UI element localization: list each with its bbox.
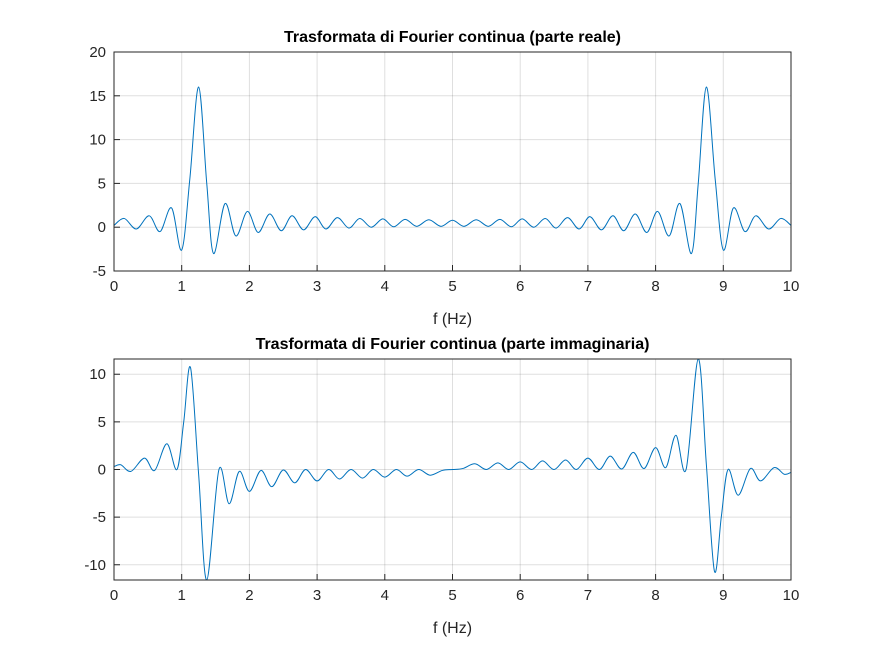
x-tick-label: 6 [516,278,524,295]
x-tick-label: 9 [719,278,727,295]
axes-box [113,358,792,581]
x-tick-label: 1 [178,278,186,295]
y-tick-label: -10 [84,557,106,574]
x-tick-label: 4 [381,587,389,604]
axes-background [114,52,791,271]
x-tick-label: 5 [448,587,456,604]
x-tick-label: 10 [783,587,800,604]
y-tick-label: 10 [89,132,106,149]
x-tick-label: 5 [448,278,456,295]
data-line [114,359,791,580]
data-line [114,86,791,254]
x-tick-label: 7 [584,587,592,604]
y-tick-label: 0 [98,219,106,236]
x-axis-label: f (Hz) [433,311,472,328]
axes-box [113,51,792,272]
y-tick-label: -5 [93,509,106,526]
x-tick-label: 2 [245,278,253,295]
y-tick-label: -5 [93,263,106,280]
x-axis-label: f (Hz) [433,620,472,637]
x-tick-label: 2 [245,587,253,604]
chart-title: Trasformata di Fourier continua (parte r… [284,29,621,46]
x-tick-label: 9 [719,587,727,604]
x-tick-label: 8 [651,587,659,604]
x-tick-label: 10 [783,278,800,295]
x-tick-label: 0 [110,278,118,295]
x-tick-label: 1 [178,587,186,604]
x-tick-label: 3 [313,278,321,295]
x-tick-label: 8 [651,278,659,295]
x-tick-label: 0 [110,587,118,604]
x-tick-label: 7 [584,278,592,295]
chart-title: Trasformata di Fourier continua (parte i… [256,336,650,353]
x-tick-label: 4 [381,278,389,295]
y-tick-label: 5 [98,175,106,192]
y-tick-label: 0 [98,462,106,479]
y-tick-label: 15 [89,88,106,105]
y-tick-label: 5 [98,414,106,431]
y-tick-label: 20 [89,44,106,61]
x-tick-label: 6 [516,587,524,604]
y-tick-label: 10 [89,366,106,383]
x-tick-label: 3 [313,587,321,604]
